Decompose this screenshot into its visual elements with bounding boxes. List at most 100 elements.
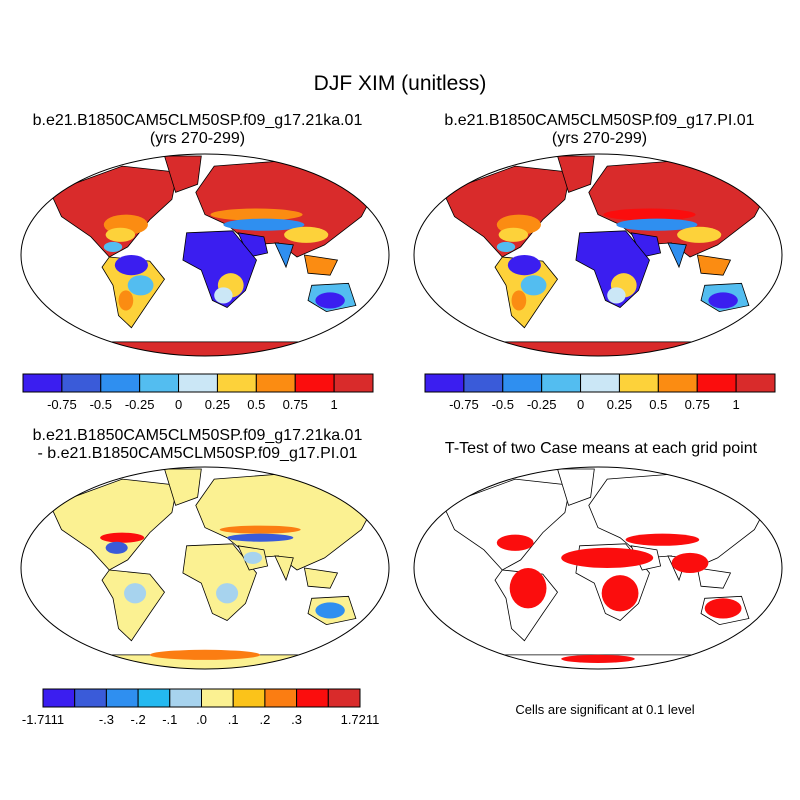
colorbar-control-swatch [696, 373, 737, 393]
map-border-difference [20, 466, 390, 670]
land-india [274, 242, 294, 269]
colorbar-case-label: 0 [175, 397, 182, 412]
map-border-ttest [413, 466, 783, 670]
colorbar-difference-label: .0 [196, 712, 207, 727]
colorbar-difference-label: 1.7211 [341, 712, 380, 727]
region-shade [219, 525, 301, 534]
significant-region [671, 552, 709, 574]
colorbar-case-swatch [333, 373, 374, 393]
significant-region [561, 654, 635, 663]
colorbar-difference-swatch [74, 688, 107, 708]
colorbar-case-swatch [216, 373, 257, 393]
map-panel-difference [21, 468, 389, 669]
colorbar-case-swatch [22, 373, 63, 393]
region-shade [507, 255, 541, 276]
map-border-control [413, 153, 783, 357]
colorbar-difference-label: -.2 [131, 712, 146, 727]
region-shade [496, 241, 516, 252]
colorbar-control-label: 0 [577, 397, 584, 412]
region-shade [149, 649, 261, 660]
colorbar-difference-swatch [232, 688, 266, 708]
region-shade [227, 533, 294, 542]
land-africa [182, 543, 257, 621]
colorbar-control-swatch [735, 373, 776, 393]
region-shade [315, 602, 345, 619]
region-shade [616, 218, 698, 231]
land-india [274, 555, 294, 582]
colorbar-case-swatch [61, 373, 102, 393]
land-greenland [163, 155, 202, 193]
figure-title: DJF XIM (unitless) [313, 72, 487, 95]
panel3-title-line1: b.e21.B1850CAM5CLM50SP.f09_g17.21ka.01 [32, 427, 363, 444]
colorbar-difference-swatch [137, 688, 171, 708]
colorbar-difference-label: .1 [228, 712, 239, 727]
colorbar-case: -0.75 -0.5 -0.25 0 0.25 0.5 0.75 1 [22, 373, 374, 412]
region-shade [520, 275, 547, 296]
colorbar-case-label: 0.25 [205, 397, 230, 412]
panel2-title: b.e21.B1850CAM5CLM50SP.f09_g17.PI.01 (yr… [402, 112, 797, 148]
map-panel-ttest [414, 468, 782, 669]
region-shade [607, 287, 626, 304]
colorbar-control-swatch [580, 373, 620, 393]
panel1-title: b.e21.B1850CAM5CLM50SP.f09_g17.21ka.01 (… [0, 112, 395, 148]
colorbar-difference: -1.7111 -.3 -.2 -.1 .0 .1 .2 .3 1.7211 [22, 688, 380, 727]
significant-region [704, 598, 742, 619]
region-shade [284, 226, 329, 243]
land-southeast-asia [303, 254, 339, 276]
panel2-title-line2: (yrs 270-299) [551, 130, 648, 147]
colorbar-control-label: -0.25 [527, 397, 557, 412]
colorbar-difference-swatch [201, 688, 234, 708]
land-antarctica [21, 341, 389, 356]
region-shade [677, 226, 722, 243]
colorbar-difference-swatch [327, 688, 361, 708]
map-panel-case [21, 155, 389, 356]
colorbar-case-swatch [178, 373, 218, 393]
map-border-case [20, 153, 390, 357]
colorbar-difference-swatch [105, 688, 139, 708]
colorbar-control: -0.75 -0.5 -0.25 0 0.25 0.5 0.75 1 [424, 373, 776, 412]
region-shade [103, 241, 123, 252]
significant-region [601, 575, 639, 612]
land-north-america [442, 165, 571, 258]
region-shade [498, 227, 529, 242]
colorbar-case-swatch [100, 373, 141, 393]
region-shade [118, 290, 134, 311]
land-seasia [303, 567, 339, 589]
land-southeast-asia [696, 254, 732, 276]
region-shade [511, 290, 527, 311]
map-panel-control [414, 155, 782, 356]
colorbar-control-swatch [657, 373, 698, 393]
colorbar-control-label: -0.75 [449, 397, 479, 412]
land-north-america [49, 165, 178, 258]
region-shade [100, 532, 145, 543]
land-greenland [556, 468, 595, 506]
colorbar-control-label: -0.5 [492, 397, 514, 412]
colorbar-difference-label: -.1 [162, 712, 177, 727]
land-samerica [101, 569, 165, 642]
region-shade [114, 255, 148, 276]
colorbar-difference-swatch [42, 688, 76, 708]
colorbar-control-swatch [463, 373, 504, 393]
region-shade [216, 583, 239, 604]
region-shade [315, 292, 345, 309]
colorbar-difference-swatch [264, 688, 298, 708]
colorbar-control-swatch [424, 373, 465, 393]
colorbar-case-label: 0.75 [283, 397, 308, 412]
region-shade [243, 551, 263, 564]
colorbar-difference-label: -1.7111 [22, 712, 64, 727]
significant-region [561, 547, 654, 569]
colorbar-control-swatch [618, 373, 659, 393]
land-greenland [163, 468, 202, 506]
region-shade [214, 287, 233, 304]
region-shade [127, 275, 154, 296]
colorbar-difference-swatch [169, 688, 203, 708]
region-shade [105, 541, 128, 554]
colorbar-case-label: -0.25 [125, 397, 155, 412]
colorbar-case-swatch [139, 373, 180, 393]
colorbar-difference-swatch [296, 688, 329, 708]
significance-note: Cells are significant at 0.1 level [515, 702, 695, 717]
land-india [667, 242, 687, 269]
colorbar-case-label: 1 [330, 397, 337, 412]
colorbar-difference-label: -.3 [99, 712, 114, 727]
panel3-title: b.e21.B1850CAM5CLM50SP.f09_g17.21ka.01 -… [0, 427, 395, 463]
